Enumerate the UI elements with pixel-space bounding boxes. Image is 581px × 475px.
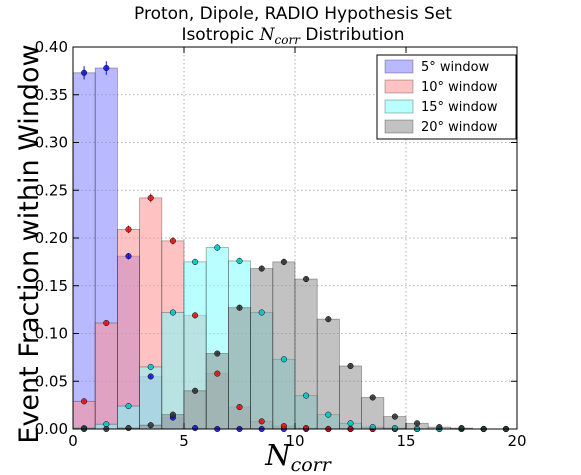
marker-4-8 — [258, 265, 265, 272]
legend-swatch-2 — [384, 79, 414, 94]
x-tick-label-3: 15 — [396, 432, 415, 450]
marker-2-4 — [169, 237, 176, 244]
title-line2-prefix: Isotropic — [181, 25, 259, 45]
bar-4-7 — [227, 307, 251, 430]
x-tick-label-2: 10 — [285, 432, 304, 450]
bar-4-6 — [205, 353, 229, 430]
y-tick-label-7: 0.35 — [35, 86, 68, 104]
marker-2-0 — [81, 398, 88, 405]
bar-2-0 — [72, 400, 96, 430]
marker-3-10 — [303, 392, 310, 399]
marker-2-6 — [214, 370, 221, 377]
title-line2-suffix: Distribution — [300, 25, 405, 45]
marker-3-11 — [325, 411, 332, 418]
marker-3-14 — [391, 424, 398, 432]
marker-4-4 — [169, 411, 176, 418]
bar-1-0 — [72, 72, 96, 430]
bar-4-12 — [338, 365, 362, 430]
x-axis-label-subscript: corr — [291, 454, 333, 475]
marker-2-1 — [103, 319, 110, 327]
marker-1-3 — [147, 373, 154, 380]
marker-4-12 — [347, 362, 354, 370]
marker-2-5 — [192, 312, 199, 319]
chart-title-line2: Isotropic Ncorr Distribution — [181, 25, 404, 47]
marker-3-9 — [280, 356, 287, 363]
x-axis-label: Ncorr — [264, 438, 333, 475]
marker-3-3 — [147, 363, 154, 370]
marker-2-7 — [236, 403, 243, 411]
histogram-bars — [72, 67, 473, 430]
legend-label-2: 10° window — [421, 80, 498, 95]
x-tick-label-4: 20 — [507, 432, 526, 450]
marker-4-5 — [192, 387, 199, 394]
marker-4-13 — [369, 394, 376, 401]
marker-2-9 — [280, 423, 287, 430]
marker-4-15 — [414, 420, 421, 427]
marker-3-7 — [236, 257, 243, 264]
marker-2-8 — [258, 418, 265, 425]
marker-1-5 — [192, 424, 199, 432]
marker-2-3 — [147, 194, 154, 201]
marker-3-4 — [169, 309, 176, 316]
marker-4-10 — [303, 276, 310, 283]
marker-4-9 — [280, 258, 287, 265]
marker-3-6 — [214, 244, 221, 251]
y-tick-label-0: 0.00 — [35, 420, 68, 438]
marker-1-2 — [125, 253, 132, 260]
marker-2-10 — [303, 424, 310, 432]
bar-4-8 — [250, 268, 274, 430]
y-tick-label-5: 0.25 — [35, 181, 68, 199]
legend-label-1: 5° window — [421, 60, 490, 75]
marker-4-17 — [458, 424, 465, 432]
legend-swatch-3 — [384, 99, 414, 114]
y-tick-label-4: 0.20 — [35, 229, 68, 247]
marker-4-6 — [214, 350, 221, 357]
bar-4-9 — [272, 261, 296, 430]
marker-3-2 — [125, 403, 132, 410]
legend-label-3: 15° window — [421, 100, 498, 115]
axis-ticks: 0 5 10 15 20 0.00 0.05 0.10 0.15 0.20 0.25 0.30 0.35… — [35, 38, 527, 450]
chart-title-line1: Proton, Dipole, RADIO Hypothesis Set — [134, 4, 452, 24]
bar-3-4 — [161, 312, 185, 430]
x-tick-label-0: 0 — [68, 432, 78, 450]
bar-4-10 — [294, 278, 318, 430]
legend-swatch-1 — [384, 59, 414, 74]
marker-2-2 — [125, 226, 132, 233]
legend-swatch-4 — [384, 119, 414, 134]
bar-2-1 — [94, 322, 118, 430]
marker-3-5 — [192, 258, 199, 265]
marker-4-16 — [436, 424, 443, 431]
x-tick-label-1: 5 — [179, 432, 189, 450]
marker-4-3 — [147, 422, 154, 429]
marker-3-12 — [347, 420, 354, 427]
y-axis-label: Event Fraction within Window — [14, 44, 45, 443]
y-tick-label-3: 0.15 — [35, 277, 68, 295]
y-tick-label-2: 0.10 — [35, 325, 68, 343]
legend-label-4: 20° window — [421, 120, 498, 135]
marker-4-7 — [236, 304, 243, 311]
marker-4-11 — [325, 316, 332, 323]
marker-1-1 — [103, 64, 110, 72]
legend: 5° window 10° window 15° window 20° window — [376, 54, 517, 140]
marker-3-13 — [369, 424, 376, 431]
title-line2-symbol: N — [259, 25, 276, 45]
y-tick-label-6: 0.30 — [35, 134, 68, 152]
bar-4-5 — [183, 390, 207, 430]
marker-1-0 — [81, 69, 88, 76]
y-tick-label-1: 0.05 — [35, 372, 68, 390]
y-tick-label-8: 0.40 — [35, 38, 68, 56]
marker-4-14 — [391, 413, 398, 420]
title-line2-subscript: corr — [275, 33, 302, 47]
x-axis-label-symbol: N — [264, 438, 292, 472]
marker-4-2 — [125, 424, 132, 432]
marker-3-8 — [258, 309, 265, 316]
